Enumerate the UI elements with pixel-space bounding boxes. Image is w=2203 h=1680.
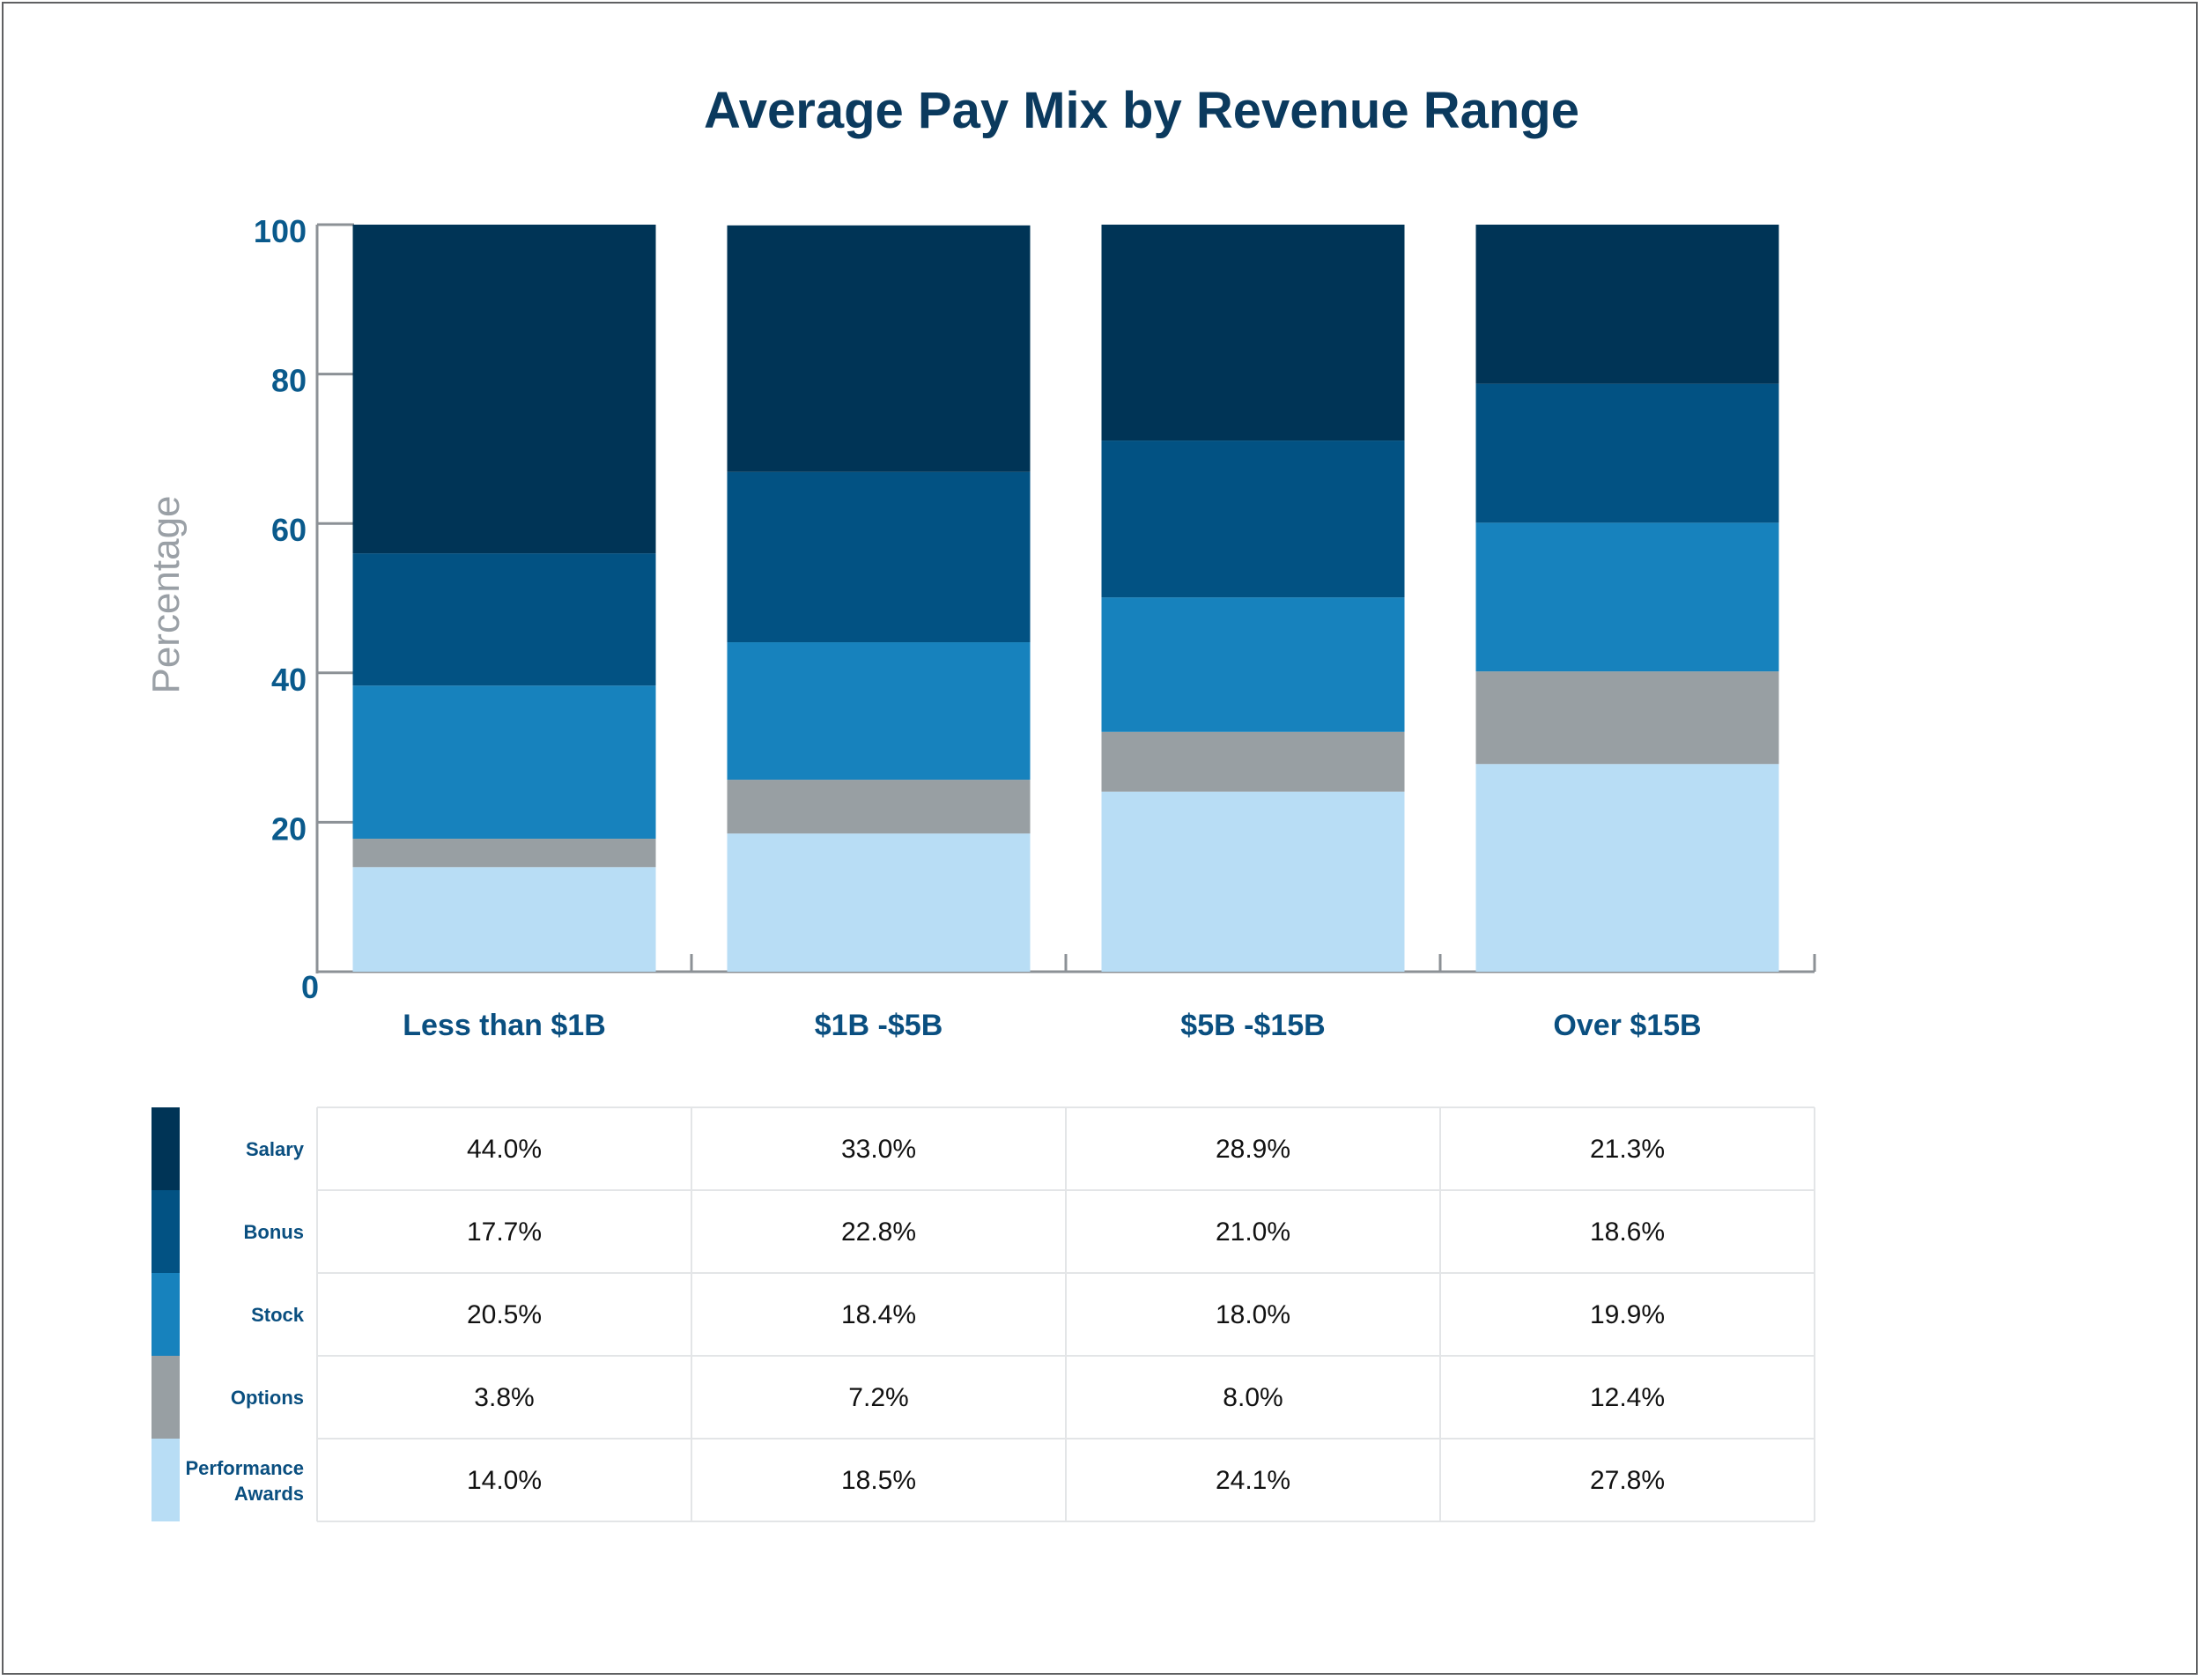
table-cell: 20.5% bbox=[467, 1300, 542, 1329]
bar-segment bbox=[352, 553, 656, 686]
y-tick-label: 20 bbox=[271, 810, 307, 847]
y-tick-label: 60 bbox=[271, 512, 307, 548]
legend-swatch bbox=[152, 1439, 180, 1521]
table-cell: 8.0% bbox=[1223, 1383, 1283, 1412]
bar-segment bbox=[352, 685, 656, 840]
bar-segment bbox=[1101, 731, 1405, 792]
y-tick-label: 40 bbox=[271, 662, 307, 698]
chart-title: Average Pay Mix by Revenue Range bbox=[704, 82, 1579, 139]
x-category-label: Less than $1B bbox=[403, 1009, 606, 1042]
table-cell: 18.6% bbox=[1590, 1217, 1665, 1247]
y-tick-label: 0 bbox=[301, 969, 319, 1005]
table-cell: 18.5% bbox=[841, 1466, 916, 1495]
bar-segment bbox=[352, 225, 656, 554]
y-tick-label: 100 bbox=[254, 213, 307, 249]
table-cell: 22.8% bbox=[841, 1217, 916, 1247]
table-cell: 18.0% bbox=[1216, 1300, 1290, 1329]
bar-segment bbox=[727, 225, 1031, 472]
table-cell: 21.0% bbox=[1216, 1217, 1290, 1247]
bar-segment bbox=[352, 839, 656, 868]
x-category-label: $1B -$5B bbox=[815, 1009, 943, 1042]
legend-swatch bbox=[152, 1107, 180, 1190]
table-cell: 17.7% bbox=[467, 1217, 542, 1247]
bar-segment bbox=[727, 780, 1031, 834]
table-cell: 14.0% bbox=[467, 1466, 542, 1495]
bar-segment bbox=[727, 471, 1031, 643]
bar-segment bbox=[1475, 671, 1779, 765]
bar-segment bbox=[1475, 383, 1779, 523]
legend-swatch bbox=[152, 1273, 180, 1356]
table-cell: 7.2% bbox=[848, 1383, 908, 1412]
bar-segment bbox=[1101, 440, 1405, 598]
table-cell: 27.8% bbox=[1590, 1466, 1665, 1495]
table-cell: 18.4% bbox=[841, 1300, 916, 1329]
bar-segment bbox=[727, 642, 1031, 781]
legend-swatch bbox=[152, 1190, 180, 1273]
table-cell: 44.0% bbox=[467, 1135, 542, 1164]
bar-segment bbox=[352, 867, 656, 972]
legend-label: Awards bbox=[234, 1483, 304, 1505]
legend-label: Options bbox=[231, 1387, 304, 1409]
table-cell: 19.9% bbox=[1590, 1300, 1665, 1329]
y-axis-label: Percentage bbox=[144, 495, 188, 693]
y-tick-label: 80 bbox=[271, 363, 307, 399]
bar-segment bbox=[1101, 225, 1405, 441]
bar-segment bbox=[1101, 791, 1405, 972]
legend-label: Salary bbox=[246, 1138, 305, 1160]
x-category-label: Over $15B bbox=[1553, 1009, 1701, 1042]
legend-swatch bbox=[152, 1356, 180, 1439]
bar-segment bbox=[1475, 522, 1779, 672]
table-cell: 3.8% bbox=[474, 1383, 534, 1412]
table-cell: 28.9% bbox=[1216, 1135, 1290, 1164]
x-category-label: $5B -$15B bbox=[1180, 1009, 1325, 1042]
table-cell: 21.3% bbox=[1590, 1135, 1665, 1164]
table-cell: 24.1% bbox=[1216, 1466, 1290, 1495]
bar-segment bbox=[1475, 225, 1779, 384]
bar-segment bbox=[1475, 764, 1779, 972]
table-cell: 12.4% bbox=[1590, 1383, 1665, 1412]
bar-segment bbox=[1101, 597, 1405, 732]
bar-segment bbox=[727, 833, 1031, 972]
legend-label: Performance bbox=[185, 1457, 304, 1479]
legend-label: Stock bbox=[251, 1304, 305, 1326]
legend-label: Bonus bbox=[244, 1221, 304, 1243]
table-cell: 33.0% bbox=[841, 1135, 916, 1164]
